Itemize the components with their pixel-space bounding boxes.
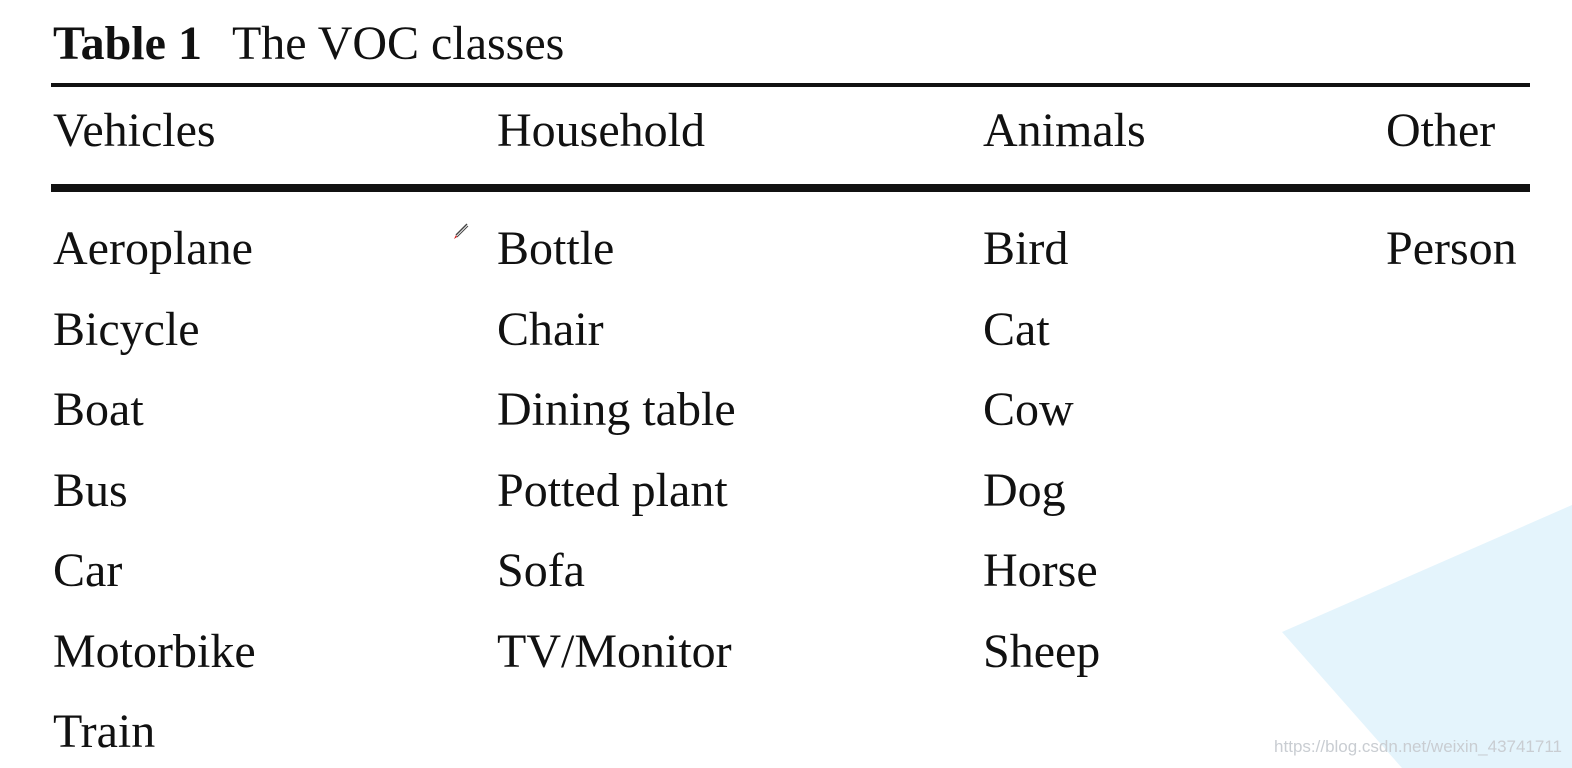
- table-cell-vehicles: Train: [53, 705, 156, 758]
- column-header-animals: Animals: [983, 104, 1146, 157]
- table-cell-animals: Dog: [983, 464, 1066, 517]
- table-cell-household: Potted plant: [497, 464, 728, 517]
- watermark-url: https://blog.csdn.net/weixin_43741711: [1274, 737, 1562, 756]
- table-cell-household: Dining table: [497, 383, 736, 436]
- column-header-other: Other: [1386, 104, 1496, 157]
- table-cell-animals: Cow: [983, 383, 1074, 436]
- table-cell-vehicles: Motorbike: [53, 625, 256, 678]
- table-cell-vehicles: Boat: [53, 383, 144, 436]
- table-cell-household: Bottle: [497, 222, 615, 275]
- table-cell-household: Sofa: [497, 544, 585, 597]
- table-caption-title: The VOC classes: [231, 17, 565, 70]
- table-cell-animals: Cat: [983, 303, 1050, 356]
- table-header-rule: [51, 184, 1530, 192]
- table-cell-household: Chair: [497, 303, 604, 356]
- table-cell-vehicles: Aeroplane: [53, 222, 253, 275]
- table-cell-animals: Sheep: [983, 625, 1101, 678]
- table-cell-vehicles: Car: [53, 544, 123, 597]
- table-cell-animals: Horse: [983, 544, 1098, 597]
- table-cell-household: TV/Monitor: [497, 625, 732, 678]
- table-cell-vehicles: Bicycle: [53, 303, 200, 356]
- table-cell-animals: Bird: [983, 222, 1069, 275]
- watermark-triangle: [1282, 505, 1572, 768]
- column-header-vehicles: Vehicles: [53, 104, 216, 157]
- table-cell-vehicles: Bus: [53, 464, 128, 517]
- table-caption-label: Table 1: [53, 17, 202, 70]
- table-caption: Table 1 The VOC classes: [53, 14, 564, 74]
- column-header-household: Household: [497, 104, 705, 157]
- table-top-rule: [51, 83, 1530, 87]
- pen-cursor-icon: [454, 223, 469, 239]
- table-cell-other: Person: [1386, 222, 1517, 275]
